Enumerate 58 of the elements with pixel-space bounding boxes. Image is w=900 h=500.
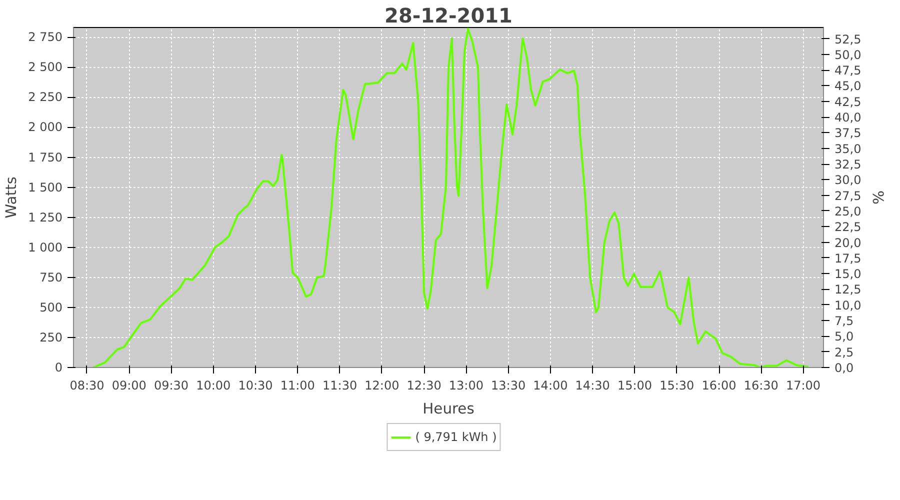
x-tick-label: 11:00 [280, 378, 315, 392]
y2-tick-label: 17,5 [834, 251, 862, 266]
y-tick-label: 1 500 [28, 180, 63, 194]
y-tick-label: 1 750 [28, 150, 63, 164]
x-tick-label: 15:00 [617, 378, 652, 392]
y-tick-label: 2 500 [28, 60, 63, 74]
y-tick-label: 1 250 [28, 210, 63, 224]
legend-label: ( 9,791 kWh ) [415, 430, 497, 444]
y2-tick-label: 7,5 [834, 314, 854, 328]
y2-tick-label: 5,0 [834, 330, 854, 344]
x-tick-label: 16:00 [702, 378, 736, 392]
x-tick-label: 16:30 [744, 378, 778, 392]
chart-title: 28-12-2011 [384, 4, 512, 28]
x-tick-label: 17:00 [786, 378, 821, 392]
x-tick-label: 11:30 [322, 378, 358, 392]
x-tick-label: 14:00 [533, 378, 568, 392]
x-tick-label: 13:00 [448, 378, 484, 392]
y2-tick-label: 27,5 [834, 188, 862, 203]
y-tick-label: 250 [40, 330, 62, 344]
y-tick-label: 1 000 [28, 240, 63, 254]
y-axis-title: Watts [3, 176, 20, 218]
y-tick-label: 2 750 [28, 30, 63, 44]
x-tick-label: 13:30 [491, 378, 526, 392]
y2-tick-label: 40,0 [834, 110, 862, 125]
y2-tick-label: 0,0 [834, 361, 854, 375]
y2-tick-label: 25,0 [834, 204, 862, 218]
line-series [92, 28, 810, 368]
y2-axis-title: % [869, 190, 886, 205]
y2-tick-label: 30,0 [834, 173, 862, 188]
x-axis-title: Heures [422, 400, 474, 418]
x-tick-label: 09:00 [112, 378, 146, 392]
y2-tick-label: 22,5 [834, 220, 862, 234]
y2-tick-label: 20,0 [834, 236, 862, 250]
x-tick-label: 08:30 [70, 378, 104, 392]
x-tick-label: 10:00 [196, 378, 231, 392]
y2-tick-label: 35,0 [834, 142, 862, 156]
y-tick-label: 0 [54, 360, 63, 374]
x-tick-label: 15:30 [660, 378, 694, 392]
y2-tick-label: 52,5 [834, 32, 862, 46]
y2-tick-label: 32,5 [834, 158, 862, 172]
y2-tick-label: 2,5 [834, 345, 854, 360]
y2-tick-label: 12,5 [834, 282, 862, 297]
y-tick-label: 2 250 [28, 90, 63, 104]
x-tick-label: 14:30 [575, 378, 610, 392]
x-tick-label: 09:30 [154, 378, 189, 392]
y-tick-label: 2 000 [28, 120, 63, 134]
y2-tick-label: 50,0 [834, 48, 862, 62]
y2-tick-label: 10,0 [834, 298, 862, 312]
y2-tick-label: 45,0 [834, 79, 862, 94]
x-tick-label: 10:30 [238, 378, 273, 392]
y2-tick-label: 15,0 [834, 267, 862, 282]
x-tick-label: 12:00 [364, 378, 400, 392]
y2-tick-label: 47,5 [834, 64, 862, 78]
y2-tick-label: 42,5 [834, 94, 862, 109]
y2-tick-label: 37,5 [834, 126, 862, 140]
y-tick-label: 750 [40, 270, 62, 284]
x-tick-label: 12:30 [406, 378, 442, 392]
y-tick-label: 500 [40, 300, 62, 314]
